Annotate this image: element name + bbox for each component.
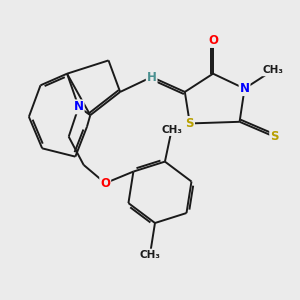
Text: CH₃: CH₃ [161,125,182,135]
Text: S: S [186,117,194,130]
Text: N: N [74,100,84,113]
Text: S: S [270,130,279,143]
Text: O: O [100,177,110,190]
Text: H: H [147,70,157,83]
Text: CH₃: CH₃ [140,250,160,260]
Text: O: O [208,34,218,47]
Text: CH₃: CH₃ [262,65,283,75]
Text: N: N [240,82,250,95]
